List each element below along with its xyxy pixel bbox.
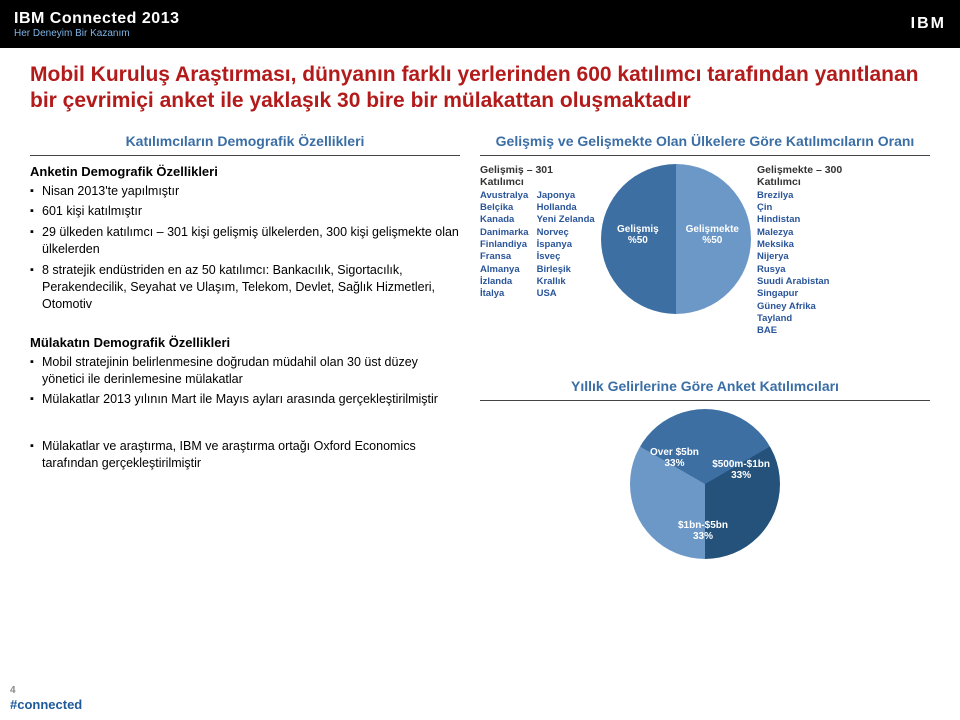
footer-tag: #connected	[10, 697, 82, 712]
list-item: 601 kişi katılmıştır	[30, 203, 460, 220]
rule	[30, 155, 460, 156]
bottom-list: Mülakatlar ve araştırma, IBM ve araştırm…	[30, 438, 460, 472]
list-item: Mülakatlar ve araştırma, IBM ve araştırm…	[30, 438, 460, 472]
pie2-label-500m: $500m-$1bn 33%	[712, 459, 770, 482]
rule	[480, 400, 930, 401]
emg-countries-block: Gelişmekte – 300 Katılımcı BrezilyaÇinHi…	[757, 164, 857, 338]
pie2-label-over5: Over $5bn 33%	[650, 447, 699, 470]
chart1-title: Gelişmiş ve Gelişmekte Olan Ülkelere Gör…	[480, 133, 930, 149]
pie2-wrap: Over $5bn 33% $500m-$1bn 33% $1bn-$5bn 3…	[630, 409, 780, 559]
left-column: Katılımcıların Demografik Özellikleri An…	[30, 133, 460, 559]
dev-countries-a: AvustralyaBelçikaKanadaDanimarkaFinlandi…	[480, 190, 529, 301]
slide-body: Mobil Kuruluş Araştırması, dünyanın fark…	[0, 48, 960, 559]
header-left: IBM Connected 2013 Her Deneyim Bir Kazan…	[14, 10, 179, 39]
right-column: Gelişmiş ve Gelişmekte Olan Ülkelere Gör…	[480, 133, 930, 559]
pie1-label-dev: Gelişmiş %50	[617, 224, 659, 247]
mulakat-title: Mülakatın Demografik Özellikleri	[30, 335, 460, 350]
columns: Katılımcıların Demografik Özellikleri An…	[30, 133, 930, 559]
list-item: 8 stratejik endüstriden en az 50 katılım…	[30, 262, 460, 313]
header-title: IBM Connected 2013	[14, 10, 179, 28]
dev-countries-b: JaponyaHollandaYeni ZelandaNorveçİspanya…	[537, 190, 595, 301]
header-subtitle: Her Deneyim Bir Kazanım	[14, 28, 179, 39]
list-item: Nisan 2013'te yapılmıştır	[30, 183, 460, 200]
footer: 4 #connected	[10, 685, 82, 712]
dev-list-title: Gelişmiş – 301 Katılımcı	[480, 164, 595, 188]
chart2-box: Yıllık Gelirlerine Göre Anket Katılımcıl…	[480, 378, 930, 559]
list-item: Mobil stratejinin belirlenmesine doğruda…	[30, 354, 460, 388]
pie1-label-emg: Gelişmekte %50	[686, 224, 739, 247]
slide-title: Mobil Kuruluş Araştırması, dünyanın fark…	[30, 62, 930, 115]
pie1-wrap: Gelişmiş %50 Gelişmekte %50	[601, 164, 751, 314]
header-bar: IBM Connected 2013 Her Deneyim Bir Kazan…	[0, 0, 960, 48]
chart1-row: Gelişmiş – 301 Katılımcı AvustralyaBelçi…	[480, 164, 930, 338]
mulakat-list: Mobil stratejinin belirlenmesine doğruda…	[30, 354, 460, 409]
page-number: 4	[10, 685, 82, 696]
ibm-logo: IBM	[911, 15, 946, 33]
emg-list-title: Gelişmekte – 300 Katılımcı	[757, 164, 857, 188]
dev-countries-block: Gelişmiş – 301 Katılımcı AvustralyaBelçi…	[480, 164, 595, 301]
anket-list: Nisan 2013'te yapılmıştır 601 kişi katılm…	[30, 183, 460, 313]
rule	[480, 155, 930, 156]
list-item: Mülakatlar 2013 yılının Mart ile Mayıs a…	[30, 391, 460, 408]
emg-countries: BrezilyaÇinHindistanMalezyaMeksikaNijery…	[757, 190, 857, 338]
list-item: 29 ülkeden katılımcı – 301 kişi gelişmiş…	[30, 224, 460, 258]
pie2-label-1bn: $1bn-$5bn 33%	[678, 520, 728, 543]
anket-title: Anketin Demografik Özellikleri	[30, 164, 460, 179]
left-heading: Katılımcıların Demografik Özellikleri	[30, 133, 460, 149]
chart2-title: Yıllık Gelirlerine Göre Anket Katılımcıl…	[480, 378, 930, 394]
